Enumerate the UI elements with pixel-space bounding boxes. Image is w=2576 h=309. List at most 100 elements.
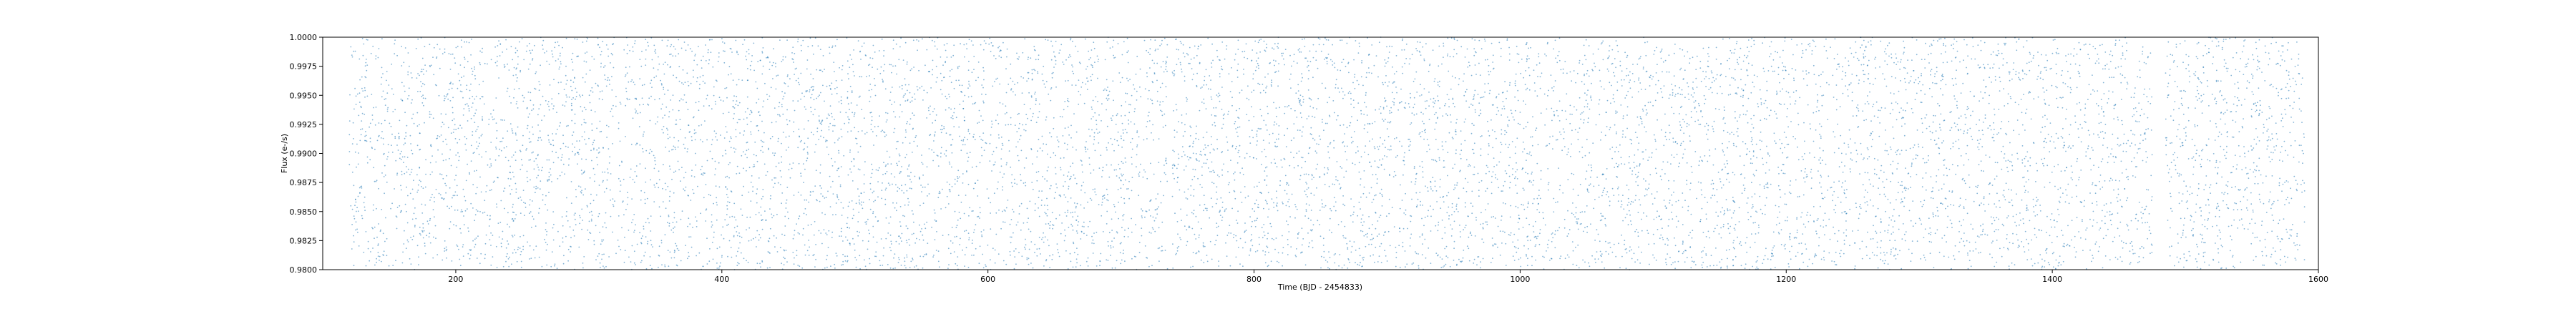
data-point (472, 131, 474, 133)
data-point (485, 191, 487, 192)
data-point (969, 132, 970, 134)
data-point (1034, 210, 1036, 212)
data-point (1037, 72, 1039, 74)
data-point (773, 235, 775, 237)
data-point (1983, 79, 1985, 81)
data-point (1013, 268, 1015, 270)
data-point (933, 255, 935, 256)
data-point (905, 240, 907, 241)
data-point (1354, 74, 1356, 76)
data-point (1080, 189, 1082, 191)
data-point (1102, 231, 1104, 232)
data-point (597, 84, 599, 86)
data-point (1358, 247, 1360, 250)
data-point (2029, 69, 2031, 72)
data-point (1101, 204, 1103, 206)
data-point (824, 69, 825, 70)
data-point (990, 212, 991, 214)
data-point (600, 130, 602, 132)
data-point (1161, 82, 1163, 84)
data-point (539, 188, 541, 190)
data-point (653, 67, 655, 69)
data-point (990, 202, 992, 204)
data-point (404, 47, 406, 49)
data-point (687, 225, 688, 227)
data-point (900, 265, 902, 266)
data-point (495, 146, 497, 148)
data-point (1673, 180, 1675, 182)
data-point (629, 66, 630, 68)
data-point (1049, 132, 1050, 134)
data-point (910, 181, 912, 183)
data-point (1086, 89, 1088, 90)
data-point (466, 103, 468, 105)
data-point (625, 91, 628, 92)
data-point (662, 117, 664, 119)
data-point (597, 215, 600, 217)
data-point (995, 78, 997, 80)
data-point (665, 189, 667, 191)
data-point (424, 245, 426, 247)
data-point (746, 229, 747, 231)
data-point (1136, 144, 1138, 146)
data-point (595, 194, 597, 196)
data-point (799, 233, 801, 235)
data-point (831, 82, 833, 84)
data-point (931, 226, 932, 228)
data-point (2007, 102, 2009, 104)
data-point (1138, 242, 1141, 243)
data-point (810, 111, 812, 113)
data-point (1068, 100, 1070, 102)
data-point (1163, 195, 1164, 197)
data-point (597, 44, 599, 46)
data-point (1360, 113, 1362, 115)
data-point (626, 203, 628, 205)
data-point (565, 37, 567, 39)
data-point (1795, 100, 1797, 102)
data-point (713, 236, 715, 238)
data-point (528, 160, 530, 161)
data-point (1760, 208, 1762, 210)
data-point (1206, 210, 1208, 212)
data-point (1888, 224, 1890, 226)
data-point (1963, 207, 1965, 209)
data-point (605, 44, 608, 46)
data-point (1096, 232, 1098, 233)
data-point (595, 259, 597, 260)
data-point (1166, 96, 1167, 98)
data-point (452, 97, 454, 99)
data-point (1055, 173, 1057, 175)
data-point (552, 162, 555, 164)
data-point (1879, 193, 1881, 195)
data-point (725, 186, 727, 187)
data-point (806, 90, 808, 92)
data-point (513, 67, 515, 69)
data-point (552, 139, 554, 142)
data-point (2107, 102, 2109, 104)
data-point (1088, 59, 1090, 61)
data-point (2064, 170, 2066, 172)
data-point (414, 207, 416, 209)
data-point (632, 219, 634, 221)
data-point (1606, 99, 1609, 102)
data-point (1174, 212, 1176, 215)
data-point (625, 67, 627, 69)
data-point (922, 234, 924, 236)
data-point (1230, 232, 1232, 234)
data-point (620, 180, 621, 182)
data-point (1938, 169, 1940, 171)
data-point (497, 222, 499, 224)
data-point (980, 212, 981, 214)
data-point (1068, 57, 1070, 58)
data-point (985, 264, 986, 266)
data-point (531, 152, 533, 154)
data-point (663, 89, 665, 90)
data-point (504, 119, 505, 121)
data-point (911, 233, 913, 235)
data-point (789, 177, 791, 179)
data-point (916, 237, 917, 240)
data-point (746, 96, 748, 98)
data-point (1127, 236, 1129, 237)
data-point (715, 79, 717, 82)
data-point (517, 248, 519, 250)
